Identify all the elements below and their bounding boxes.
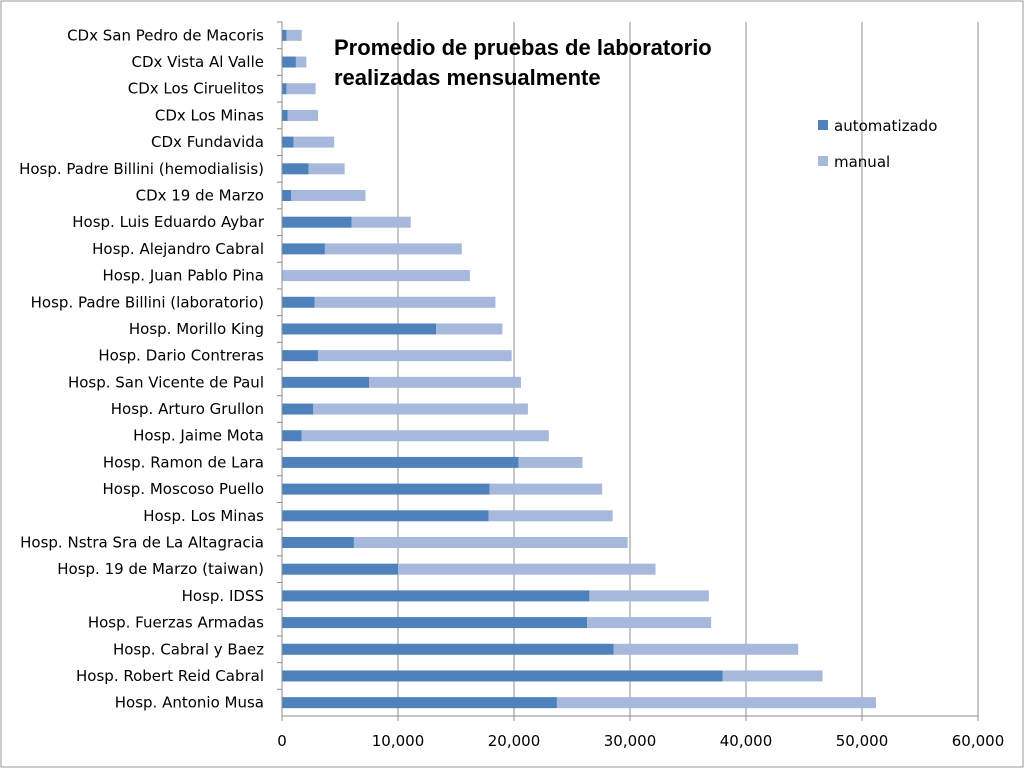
bar-automatizado	[282, 243, 325, 255]
bar-manual	[314, 296, 496, 308]
category-label: Hosp. IDSS	[182, 587, 264, 605]
bar-automatizado	[282, 563, 398, 575]
category-label: Hosp. Jaime Mota	[133, 427, 264, 445]
bar-automatizado	[282, 643, 614, 655]
category-label: Hosp. Robert Reid Cabral	[76, 667, 264, 685]
bar-automatizado	[282, 56, 296, 68]
x-tick-label: 30,000	[604, 732, 657, 750]
category-label: Hosp. Arturo Grullon	[111, 400, 264, 418]
bar-manual	[308, 163, 345, 175]
x-tick-label: 40,000	[720, 732, 773, 750]
category-labels: CDx San Pedro de Macoris CDx Vista Al Val…	[19, 26, 265, 711]
bar-manual	[286, 83, 316, 95]
bar-automatizado	[282, 697, 557, 709]
category-label: Hosp. Alejandro Cabral	[92, 240, 264, 258]
bar-manual	[587, 617, 712, 629]
bar-manual	[293, 136, 335, 148]
bar-automatizado	[282, 403, 314, 415]
category-label: CDx Los Minas	[155, 106, 264, 124]
bar-manual	[295, 56, 307, 68]
legend-label-automatizado: automatizado	[834, 117, 937, 135]
chart-title-line-1: Promedio de pruebas de laboratorio	[334, 35, 712, 60]
bar-manual	[589, 590, 709, 602]
bar-manual	[556, 697, 876, 709]
bar-automatizado	[282, 350, 318, 362]
bar-manual	[291, 190, 366, 201]
category-label: Hosp. Padre Billini (laboratorio)	[31, 293, 264, 311]
bar-automatizado	[282, 136, 294, 148]
bar-manual	[518, 456, 583, 468]
category-label: Hosp. Morillo King	[129, 320, 264, 338]
legend-swatch-manual	[818, 156, 828, 166]
bar-automatizado	[282, 510, 489, 522]
legend-label-manual: manual	[834, 153, 890, 171]
x-tick-label: 10,000	[372, 732, 425, 750]
category-label: CDx 19 de Marzo	[136, 187, 264, 205]
x-tick-label: 60,000	[952, 732, 1005, 750]
bar-automatizado	[282, 163, 309, 175]
bars	[282, 29, 876, 709]
category-label: CDx Vista Al Valle	[132, 53, 264, 71]
bar-manual	[398, 563, 656, 575]
category-label: Hosp. Juan Pablo Pina	[102, 267, 264, 285]
bar-automatizado	[282, 190, 292, 201]
bar-manual	[489, 483, 603, 495]
tick-labels: 0 10,000 20,000 30,000 40,000 50,000 60,000	[277, 732, 1004, 750]
bar-automatizado	[282, 617, 588, 629]
bar-automatizado	[282, 483, 490, 495]
axes	[277, 21, 979, 721]
category-label: Hosp. Nstra Sra de La Altagracia	[20, 534, 264, 552]
bar-automatizado	[282, 590, 590, 602]
category-label: Hosp. Antonio Musa	[115, 694, 264, 712]
x-tick-label: 20,000	[488, 732, 541, 750]
bar-automatizado	[282, 216, 352, 228]
category-label: Hosp. Cabral y Baez	[113, 640, 264, 658]
category-label: Hosp. Luis Eduardo Aybar	[72, 213, 265, 231]
bar-automatizado	[282, 670, 723, 682]
legend: automatizado manual	[818, 117, 937, 171]
bar-automatizado	[282, 29, 287, 41]
bar-manual	[353, 537, 628, 548]
bar-automatizado	[282, 430, 302, 442]
legend-swatch-automatizado	[818, 120, 828, 130]
bar-manual	[369, 376, 521, 388]
bar-manual	[282, 270, 470, 282]
bar-automatizado	[282, 537, 354, 548]
category-label: Hosp. Moscoso Puello	[103, 480, 264, 498]
bar-manual	[324, 243, 462, 255]
category-label: CDx Fundavida	[151, 133, 264, 151]
bar-automatizado	[282, 83, 287, 95]
bar-automatizado	[282, 456, 519, 468]
bar-automatizado	[282, 323, 437, 335]
bar-manual	[613, 643, 799, 655]
bar-manual	[436, 323, 503, 335]
bar-manual	[722, 670, 823, 682]
bar-manual	[317, 350, 512, 362]
category-label: Hosp. 19 de Marzo (taiwan)	[57, 560, 264, 578]
chart-title-line-2: realizadas mensualmente	[334, 65, 601, 90]
category-label: Hosp. San Vicente de Paul	[68, 373, 264, 391]
bar-manual	[313, 403, 528, 415]
bar-automatizado	[282, 109, 288, 121]
bar-manual	[351, 216, 411, 228]
bar-manual	[287, 109, 318, 121]
category-label: Hosp. Los Minas	[143, 507, 264, 525]
category-label: CDx Los Ciruelitos	[128, 80, 264, 98]
category-label: Hosp. Padre Billini (hemodialisis)	[19, 160, 264, 178]
bar-manual	[301, 430, 549, 442]
category-label: Hosp. Dario Contreras	[98, 347, 264, 365]
bar-manual	[286, 29, 302, 41]
category-label: Hosp. Ramon de Lara	[103, 453, 264, 471]
bar-automatizado	[282, 296, 315, 308]
category-label: CDx San Pedro de Macoris	[67, 26, 264, 44]
x-tick-label: 0	[277, 732, 287, 750]
x-tick-label: 50,000	[836, 732, 889, 750]
bar-automatizado	[282, 376, 369, 388]
bar-manual	[488, 510, 613, 522]
category-label: Hosp. Fuerzas Armadas	[88, 614, 264, 632]
